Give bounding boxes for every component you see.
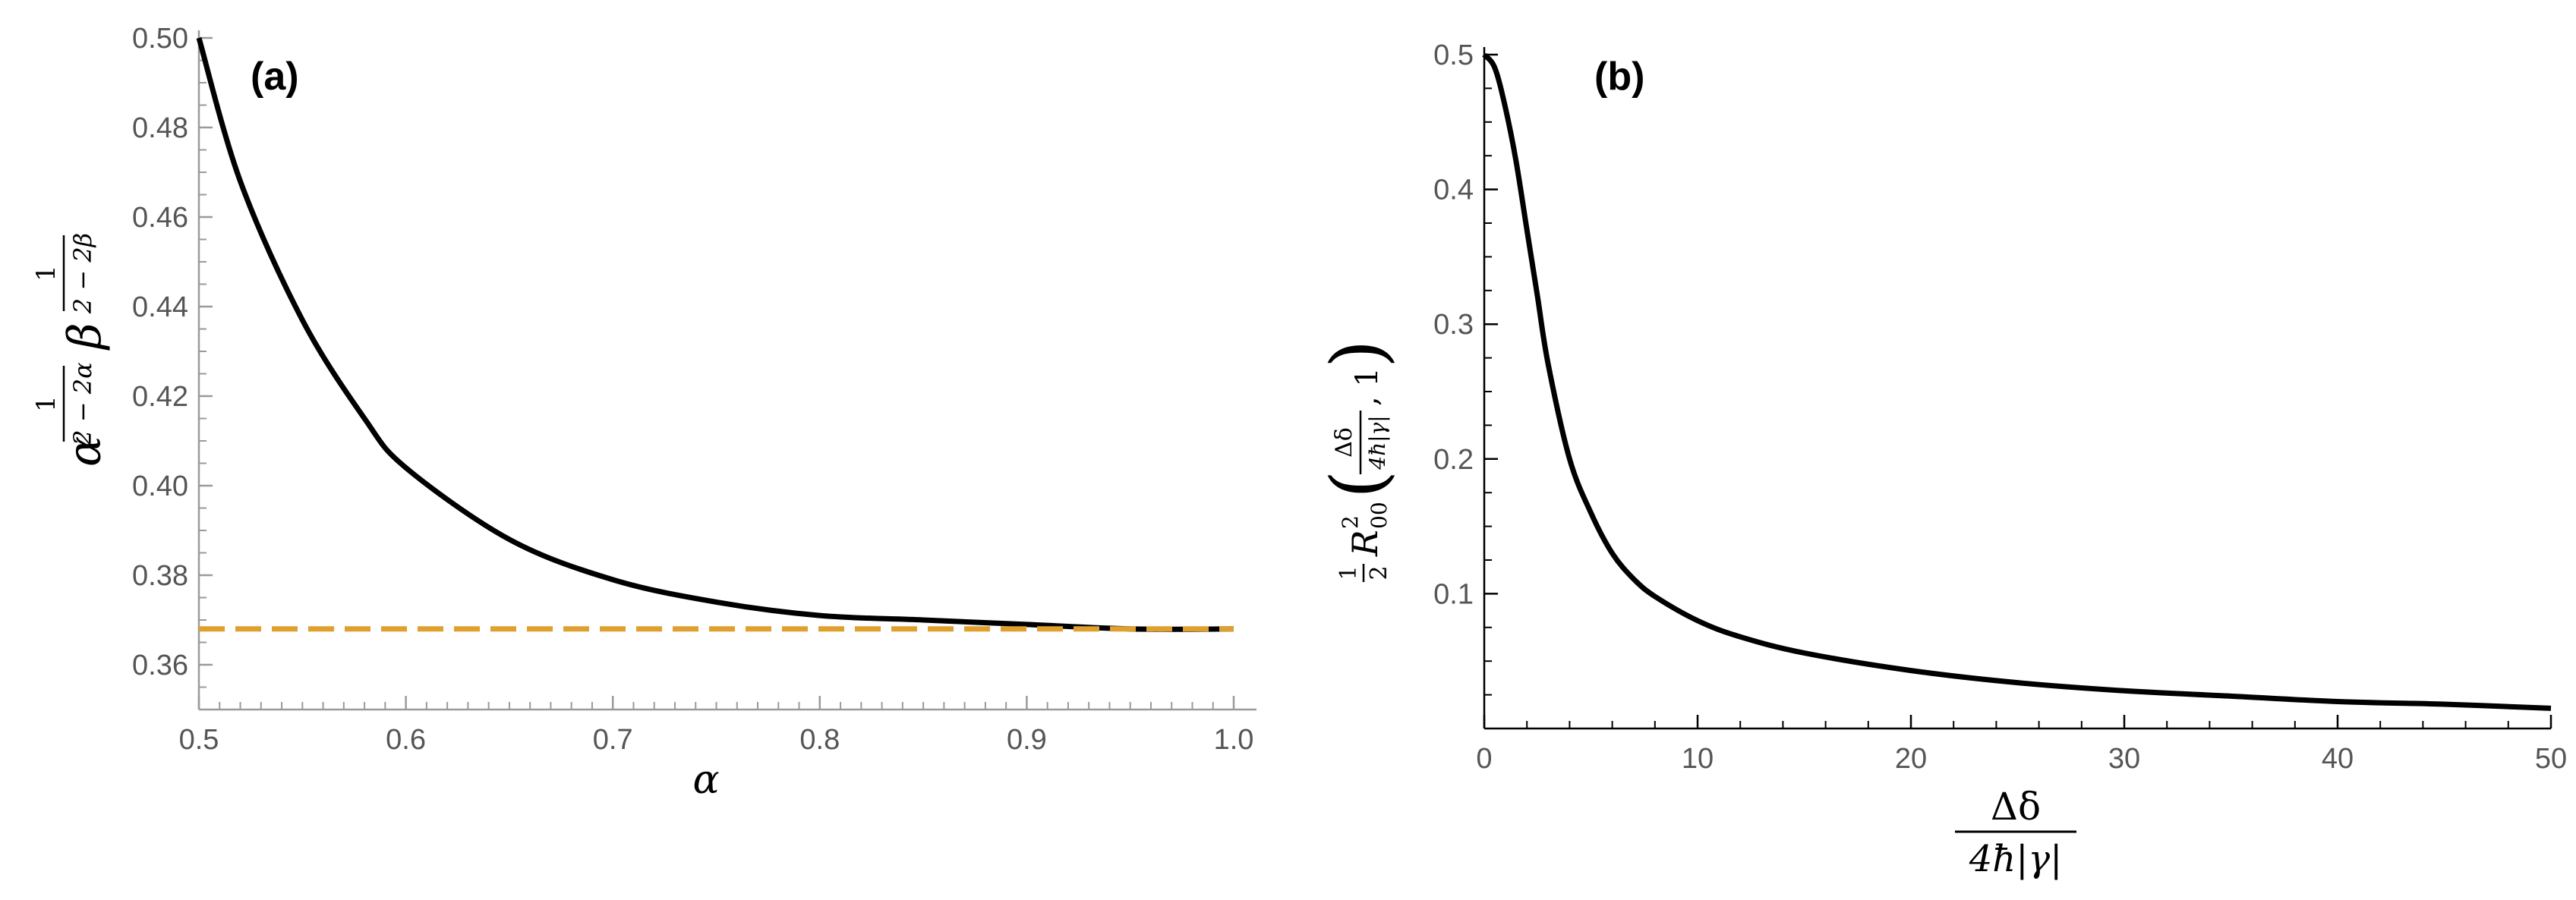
panel-a-axes-frame [197, 30, 1256, 711]
panel-b-ylabel-R: R [1345, 530, 1386, 557]
panel-a-y-tick-label: 0.36 [132, 650, 188, 681]
panel-a-ticks: 0.5 0.6 0.7 0.8 0.9 1.0 0.36 0.38 0.40 0.42 0.44 0.… [132, 23, 1253, 756]
panel-b-ticks: 0 10 20 30 40 50 0.1 0.2 0.3 0.4 0.5 [1433, 39, 2567, 775]
panel-a-y-tick-label: 0.38 [132, 560, 188, 592]
panel-a: 0.5 0.6 0.7 0.8 0.9 1.0 0.36 0.38 0.40 0.42 0.44 0.… [31, 23, 1256, 803]
panel-b-y-axis-label: 1 2 R 2 00 ( Δδ 4ħ|γ| , 1 ) [1316, 340, 1401, 582]
panel-b-y-tick-label: 0.2 [1433, 444, 1474, 476]
panel-b-x-tick-label: 0 [1476, 743, 1492, 775]
panel-b-xlabel-num: Δδ [1991, 785, 2041, 829]
panel-b-ylabel-rparen: ) [1316, 340, 1401, 368]
panel-b-y-tick-label: 0.3 [1433, 309, 1474, 341]
panel-a-x-tick-label: 0.6 [386, 724, 426, 756]
panel-b-ylabel-arg2: , 1 [1350, 367, 1385, 406]
panel-b-x-tick-label: 40 [2322, 743, 2354, 775]
panel-a-ylabel-base1: α [58, 436, 112, 467]
panel-a-y-tick-label: 0.50 [132, 23, 188, 55]
panel-b-x-tick-label: 50 [2535, 743, 2567, 775]
panel-a-x-tick-label: 0.9 [1007, 724, 1047, 756]
panel-b-series-curve [1482, 52, 2552, 711]
panel-a-ylabel-num2: 1 [31, 265, 61, 282]
panel-b-label: (b) [1594, 55, 1644, 99]
panel-a-x-tick-label: 0.8 [799, 724, 840, 756]
panel-a-label: (a) [251, 55, 299, 99]
panel-b-x-tick-label: 30 [2108, 743, 2140, 775]
panel-b-ylabel-half-num: 1 [1335, 565, 1362, 580]
panel-a-ylabel-den2: 2 − 2β [68, 233, 97, 314]
panel-b-x-tick-label: 10 [1682, 743, 1714, 775]
panel-a-x-tick-label: 0.5 [179, 724, 219, 756]
panel-a-y-tick-label: 0.48 [132, 112, 188, 144]
panel-a-series-curve [196, 37, 1234, 632]
panel-b-ylabel-sub: 00 [1367, 502, 1392, 529]
panel-a-x-tick-label: 1.0 [1214, 724, 1254, 756]
panel-b-ylabel-half-den: 2 [1366, 565, 1392, 580]
panel-a-y-axis-label: α 1 2 − 2α β 1 2 − 2β [31, 233, 112, 467]
panel-b-series [1482, 52, 2552, 711]
panel-b: 0 10 20 30 40 500.10.20.30.40.5 (b) Δδ 4ħ|γ| … [1316, 39, 2567, 880]
panel-b-x-axis-label: Δδ 4ħ|γ| [1955, 785, 2076, 880]
panel-b-ylabel-lparen: ( [1316, 470, 1401, 499]
panel-a-y-tick-label: 0.44 [132, 291, 188, 323]
panel-b-ylabel-frac-num: Δδ [1331, 427, 1357, 458]
panel-a-ylabel-num1: 1 [31, 395, 61, 412]
panel-b-y-tick-label: 0.5 [1433, 39, 1474, 71]
panel-b-y-tick-label: 0.4 [1433, 175, 1474, 206]
panel-a-x-axis-label: α [692, 757, 719, 803]
panel-b-xlabel-den: 4ħ|γ| [1969, 838, 2062, 880]
panel-a-y-tick-label: 0.46 [132, 202, 188, 234]
panel-a-y-tick-label: 0.40 [132, 470, 188, 502]
panel-b-ylabel-frac-den: 4ħ|γ| [1365, 415, 1390, 470]
panel-a-series [196, 37, 1234, 632]
panel-b-ylabel-sup: 2 [1338, 515, 1363, 529]
panel-a-ylabel-den1: 2 − 2α [68, 362, 97, 445]
panel-a-y-tick-label: 0.42 [132, 381, 188, 413]
panel-b-axes-frame [1483, 47, 2551, 730]
panel-a-x-tick-label: 0.7 [593, 724, 633, 756]
panel-b-y-tick-label: 0.1 [1433, 578, 1474, 610]
panel-b-x-tick-label: 20 [1895, 743, 1927, 775]
panel-a-ylabel-base2: β [58, 323, 112, 351]
